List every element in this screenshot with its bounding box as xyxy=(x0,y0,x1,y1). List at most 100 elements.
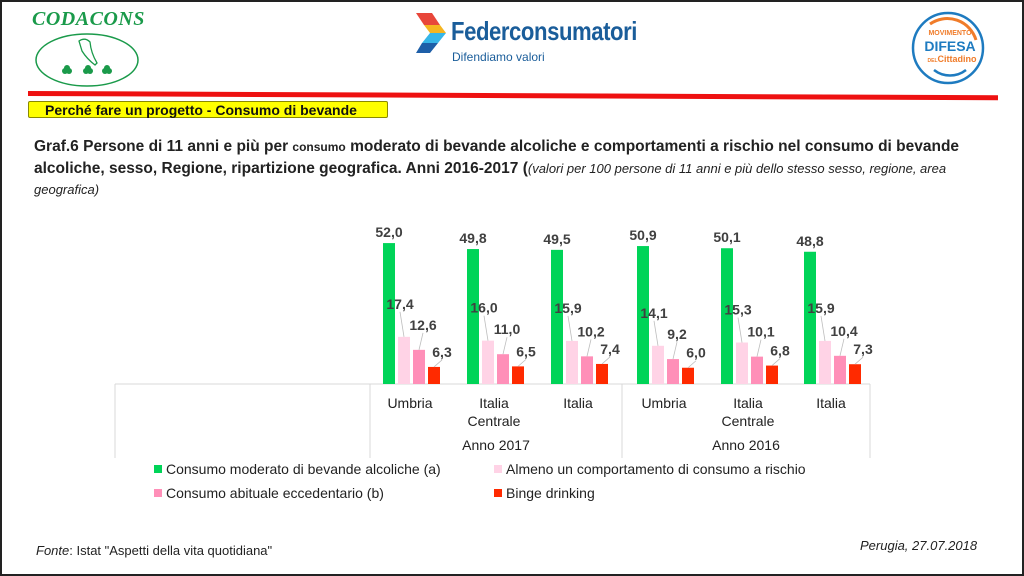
leader-line-2-0 xyxy=(418,332,424,350)
chart-title-subtitle: (valori per 100 persone di 11 anni e più… xyxy=(34,161,947,197)
legend-label-3: Binge drinking xyxy=(506,485,595,501)
leader-line-1-5 xyxy=(820,315,826,341)
legend-swatch-2 xyxy=(154,489,162,497)
legend-swatch-3 xyxy=(494,489,502,497)
category-label-2-0: Italia xyxy=(563,395,593,411)
federconsumatori-logo-icon xyxy=(416,13,446,53)
leader-line-1-3 xyxy=(653,320,659,346)
bar-1-4 xyxy=(736,342,748,384)
bar-3-4 xyxy=(766,365,778,384)
data-label-1-5: 15,9 xyxy=(807,300,834,316)
category-label-1-0: Italia xyxy=(479,395,509,411)
bar-3-1 xyxy=(512,366,524,384)
leader-line-3-3 xyxy=(687,360,697,369)
leader-line-2-2 xyxy=(586,339,592,357)
bar-3-2 xyxy=(596,363,608,384)
leader-line-2-3 xyxy=(672,341,678,360)
leader-line-1-4 xyxy=(737,317,743,343)
leader-line-2-5 xyxy=(839,338,845,356)
category-label-5-0: Italia xyxy=(816,395,846,411)
source-text: : Istat "Aspetti della vita quotidiana" xyxy=(69,543,273,558)
data-label-0-3: 50,9 xyxy=(629,227,656,243)
mdc-logo-line3: DELCittadino xyxy=(924,54,980,64)
mdc-logo-line2: DIFESA xyxy=(924,38,976,54)
mdc-logo-del: DEL xyxy=(927,58,938,64)
data-label-3-2: 7,4 xyxy=(600,341,620,357)
chart-title-part2: consumo xyxy=(292,140,346,154)
category-label-4-0: Italia xyxy=(733,395,763,411)
mdc-logo-ring-icon xyxy=(911,11,985,85)
bar-3-5 xyxy=(849,364,861,384)
leader-line-3-1 xyxy=(517,359,527,367)
source-note: Fonte: Istat "Aspetti della vita quotidi… xyxy=(36,543,272,558)
category-label-3-0: Umbria xyxy=(641,395,686,411)
legend-swatch-0 xyxy=(154,465,162,473)
data-label-2-3: 9,2 xyxy=(667,326,687,342)
legend-label-2: Consumo abituale eccedentario (b) xyxy=(166,485,384,501)
bar-2-3 xyxy=(667,359,679,384)
place-date: Perugia, 27.07.2018 xyxy=(860,538,978,553)
legend-label-1: Almeno un comportamento di consumo a ris… xyxy=(506,461,806,477)
bar-0-5 xyxy=(804,251,816,384)
bar-1-2 xyxy=(566,340,578,384)
data-label-2-1: 11,0 xyxy=(494,321,521,337)
category-label-1-1: Centrale xyxy=(468,413,521,429)
bar-1-1 xyxy=(482,340,494,384)
mdc-logo-line1: MOVIMENTO xyxy=(928,30,972,37)
leader-line-1-1 xyxy=(483,315,489,341)
data-label-3-1: 6,5 xyxy=(516,343,536,359)
data-label-0-1: 49,8 xyxy=(459,230,486,246)
bar-0-0 xyxy=(383,243,395,384)
leader-line-3-4 xyxy=(771,358,781,366)
data-label-2-0: 12,6 xyxy=(409,317,436,333)
legend-swatch-1 xyxy=(494,465,502,473)
bar-chart: 52,0 17,4 12,6 6,3 Umbria 49,8 16,0 11,0 6,5 Ital… xyxy=(114,224,873,458)
chart-title-part1: Graf.6 Persone di 11 anni e più per xyxy=(34,138,293,155)
data-label-1-1: 16,0 xyxy=(470,300,497,316)
data-label-1-2: 15,9 xyxy=(554,300,581,316)
section-label: Perché fare un progetto - Consumo di bev… xyxy=(28,101,388,118)
bar-0-2 xyxy=(551,249,563,384)
legend-label-0: Consumo moderato di bevande alcoliche (a… xyxy=(166,461,441,477)
data-label-0-5: 48,8 xyxy=(796,233,823,249)
data-label-1-3: 14,1 xyxy=(640,305,667,321)
bar-2-5 xyxy=(834,355,846,384)
leader-line-3-2 xyxy=(601,356,611,365)
legend-item-1: Almeno un comportamento di consumo a ris… xyxy=(494,461,806,477)
federconsumatori-logo-text: Federconsumatori xyxy=(451,16,638,46)
codacons-logo-text: CODACONS xyxy=(32,8,145,30)
source-label: Fonte xyxy=(36,543,70,558)
codacons-logo-icon xyxy=(35,33,139,87)
group-label-0: Anno 2017 xyxy=(462,437,530,453)
bar-1-5 xyxy=(819,340,831,384)
leader-line-1-2 xyxy=(567,315,573,341)
bar-2-1 xyxy=(497,354,509,384)
data-label-2-2: 10,2 xyxy=(577,323,604,339)
group-label-1: Anno 2016 xyxy=(712,437,780,453)
mdc-logo-cittadino: Cittadino xyxy=(937,54,977,64)
federconsumatori-tagline: Difendiamo valori xyxy=(452,50,545,64)
leader-line-3-0 xyxy=(433,359,443,368)
data-label-0-4: 50,1 xyxy=(713,229,740,245)
bar-3-0 xyxy=(428,366,440,384)
bar-1-3 xyxy=(652,345,664,384)
bar-2-2 xyxy=(581,356,593,384)
mdc-logo: MOVIMENTO DIFESA DELCittadino xyxy=(910,10,986,86)
data-label-1-4: 15,3 xyxy=(724,302,751,318)
bar-1-0 xyxy=(398,336,410,384)
data-label-3-0: 6,3 xyxy=(432,344,452,360)
data-label-0-2: 49,5 xyxy=(543,231,570,247)
bar-2-4 xyxy=(751,356,763,384)
chart-title: Graf.6 Persone di 11 anni e più per cons… xyxy=(34,136,1009,200)
data-label-2-4: 10,1 xyxy=(747,324,774,340)
bar-2-0 xyxy=(413,349,425,384)
leader-line-2-1 xyxy=(502,337,508,355)
bar-3-3 xyxy=(682,367,694,384)
chart-title-part3: moderato di bevande alcoliche e comporta… xyxy=(34,138,960,177)
bar-0-1 xyxy=(467,249,479,384)
data-label-1-0: 17,4 xyxy=(386,296,413,312)
data-label-3-5: 7,3 xyxy=(853,341,873,357)
bar-0-3 xyxy=(637,246,649,384)
data-label-2-5: 10,4 xyxy=(830,323,857,339)
bar-0-4 xyxy=(721,248,733,384)
